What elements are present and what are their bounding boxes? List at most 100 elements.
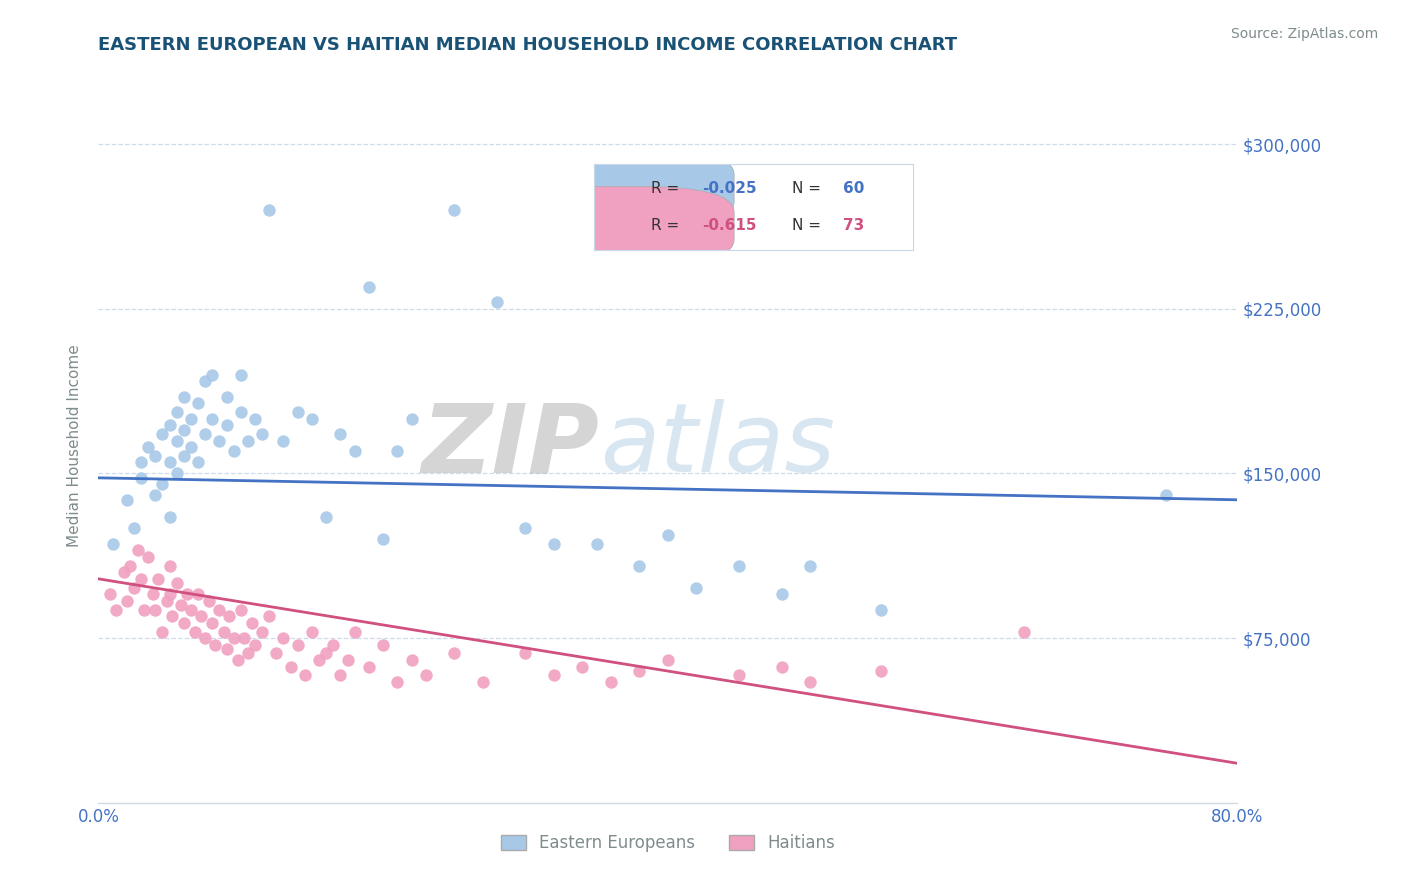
Legend: Eastern Europeans, Haitians: Eastern Europeans, Haitians bbox=[495, 828, 841, 859]
Point bbox=[115, 594, 138, 608]
Point bbox=[115, 492, 138, 507]
Point bbox=[98, 587, 121, 601]
Point bbox=[141, 587, 163, 601]
Point bbox=[173, 390, 195, 404]
Point bbox=[387, 675, 409, 690]
Point bbox=[301, 411, 323, 425]
Point bbox=[201, 615, 224, 630]
Point bbox=[229, 368, 252, 382]
Point bbox=[870, 602, 893, 616]
Point bbox=[266, 647, 288, 661]
Point bbox=[187, 587, 209, 601]
Point bbox=[208, 602, 231, 616]
Point bbox=[628, 558, 651, 573]
Point bbox=[122, 521, 145, 535]
Point bbox=[187, 396, 209, 410]
Point bbox=[373, 533, 395, 547]
Point bbox=[215, 390, 238, 404]
Point bbox=[104, 602, 127, 616]
Point bbox=[273, 631, 295, 645]
Point bbox=[301, 624, 323, 639]
Point bbox=[308, 653, 330, 667]
Point bbox=[870, 664, 893, 678]
Point bbox=[471, 675, 494, 690]
Point bbox=[148, 572, 170, 586]
Point bbox=[443, 202, 465, 217]
Point bbox=[226, 653, 249, 667]
Point bbox=[180, 411, 202, 425]
Point bbox=[180, 602, 202, 616]
Point bbox=[180, 440, 202, 454]
Point bbox=[243, 638, 266, 652]
Point bbox=[184, 624, 207, 639]
Point bbox=[250, 624, 273, 639]
Point bbox=[159, 587, 181, 601]
Point bbox=[201, 368, 224, 382]
Point bbox=[232, 631, 254, 645]
Point bbox=[101, 537, 124, 551]
Point bbox=[152, 426, 174, 441]
Point bbox=[343, 444, 366, 458]
Point bbox=[770, 587, 793, 601]
Point bbox=[166, 405, 188, 419]
Point bbox=[628, 664, 651, 678]
Point bbox=[685, 581, 707, 595]
Point bbox=[329, 668, 352, 682]
Point bbox=[243, 411, 266, 425]
Point bbox=[156, 594, 179, 608]
Point bbox=[129, 455, 152, 469]
Point bbox=[515, 647, 537, 661]
Point bbox=[132, 602, 155, 616]
Point bbox=[315, 510, 337, 524]
Point bbox=[162, 609, 184, 624]
Point bbox=[152, 624, 174, 639]
Point bbox=[657, 528, 679, 542]
Point bbox=[287, 638, 309, 652]
Point bbox=[600, 675, 623, 690]
Point bbox=[166, 576, 188, 591]
Point bbox=[129, 572, 152, 586]
Point bbox=[173, 423, 195, 437]
Point bbox=[515, 521, 537, 535]
Point bbox=[127, 543, 149, 558]
Point bbox=[159, 558, 181, 573]
Point bbox=[799, 675, 821, 690]
Point bbox=[159, 455, 181, 469]
Point bbox=[357, 659, 380, 673]
Point bbox=[152, 477, 174, 491]
Point bbox=[728, 558, 751, 573]
Point bbox=[728, 668, 751, 682]
Point bbox=[443, 647, 465, 661]
Point bbox=[373, 638, 395, 652]
Point bbox=[129, 471, 152, 485]
Point bbox=[1154, 488, 1177, 502]
Point bbox=[190, 609, 212, 624]
Point bbox=[322, 638, 344, 652]
Point bbox=[315, 647, 337, 661]
Point bbox=[287, 405, 309, 419]
Point bbox=[343, 624, 366, 639]
Point bbox=[401, 653, 423, 667]
Point bbox=[222, 631, 245, 645]
Point bbox=[387, 444, 409, 458]
Text: ZIP: ZIP bbox=[422, 400, 599, 492]
Point bbox=[166, 467, 188, 481]
Point bbox=[336, 653, 359, 667]
Point bbox=[273, 434, 295, 448]
Point bbox=[173, 615, 195, 630]
Point bbox=[259, 202, 281, 217]
Point bbox=[187, 455, 209, 469]
Point bbox=[250, 426, 273, 441]
Point bbox=[112, 566, 135, 580]
Point bbox=[194, 631, 217, 645]
Point bbox=[176, 587, 198, 601]
Point bbox=[543, 537, 565, 551]
Point bbox=[571, 659, 593, 673]
Point bbox=[118, 558, 141, 573]
Point bbox=[218, 609, 240, 624]
Point bbox=[166, 434, 188, 448]
Point bbox=[194, 374, 217, 388]
Text: Source: ZipAtlas.com: Source: ZipAtlas.com bbox=[1230, 27, 1378, 41]
Point bbox=[486, 295, 509, 310]
Point bbox=[259, 609, 281, 624]
